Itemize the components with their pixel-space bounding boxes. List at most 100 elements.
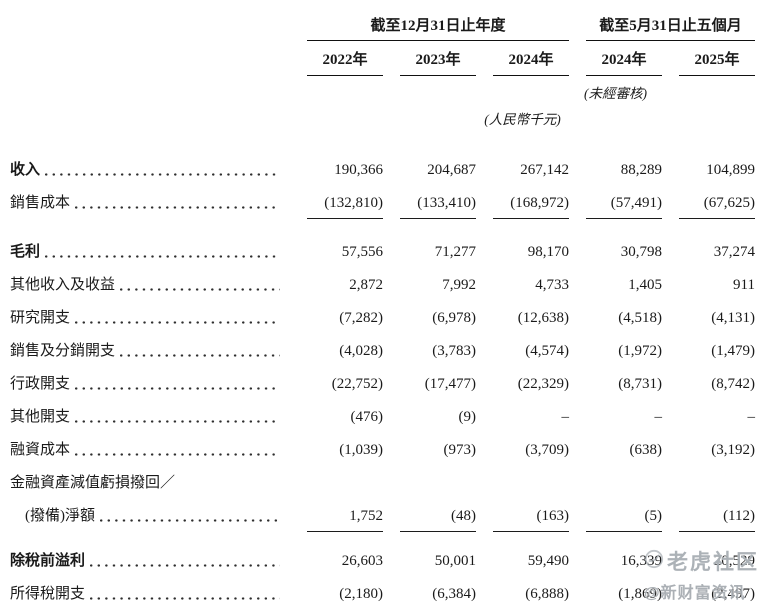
cell-value: (22,329) xyxy=(517,376,569,392)
dot-leader xyxy=(90,597,280,600)
table-row: 金融資產減值虧損撥回／ xyxy=(10,467,755,500)
cell-value: (57,491) xyxy=(569,193,662,219)
header-years-row: 2022年 2023年 2024年 2024年 2025年 xyxy=(10,48,755,76)
row-label: 其他開支 xyxy=(10,407,290,427)
cell-value: (6,978) xyxy=(432,310,476,326)
dot-leader xyxy=(90,564,280,567)
table-row: 研究開支 (7,282) (6,978) (12,638) (4,518) (4,131) xyxy=(10,302,755,335)
cell-value: 37,274 xyxy=(713,244,755,260)
row-label-text: 金融資產減值虧損撥回／ xyxy=(10,475,176,491)
cell-value: 1,405 xyxy=(628,277,662,293)
col-header-2024: 2024年 xyxy=(476,48,569,76)
row-label-text: 行政開支 xyxy=(10,376,71,392)
cell-value: (7,282) xyxy=(339,310,383,326)
cell-value: 20,529 xyxy=(713,553,755,569)
cell-value: (2,180) xyxy=(290,584,383,608)
cell-value: (22,752) xyxy=(331,376,383,392)
cell-value: 16,339 xyxy=(620,553,662,569)
row-label: 其他收入及收益 xyxy=(10,275,290,295)
currency-unit-note: (人民幣千元) xyxy=(484,112,561,127)
cell-value: (3,783) xyxy=(432,343,476,359)
cell-value: 88,289 xyxy=(620,162,662,178)
table-body: 收入 190,366 204,687 267,142 88,289 104,899 銷售成本… xyxy=(10,154,755,608)
cell-value: (9) xyxy=(458,409,477,425)
cell-value: (973) xyxy=(443,442,477,458)
cell-value: (132,810) xyxy=(290,193,383,219)
cell-value: 911 xyxy=(733,277,755,293)
row-label: 金融資產減值虧損撥回／ xyxy=(10,473,290,493)
cell-value: (476) xyxy=(350,409,384,425)
table-row: 毛利 57,556 71,277 98,170 30,798 37,274 xyxy=(10,236,755,269)
row-label-text: 其他開支 xyxy=(10,409,71,425)
cell-value: – xyxy=(561,409,570,425)
col-header-2023: 2023年 xyxy=(383,48,476,76)
dot-leader xyxy=(100,519,280,522)
row-label: 銷售及分銷開支 xyxy=(10,341,290,361)
cell-value: (6,888) xyxy=(476,584,569,608)
col-header-2025-5m: 2025年 xyxy=(662,48,755,76)
cell-value: 57,556 xyxy=(341,244,383,260)
cell-value: – xyxy=(654,409,663,425)
note-unaudited-row: (未經審核) xyxy=(10,82,755,102)
row-label: 毛利 xyxy=(10,242,290,262)
table-row: 行政開支 (22,752) (17,477) (22,329) (8,731) (8,74… xyxy=(10,368,755,401)
table-row: (撥備)淨額 1,752 (48) (163) (5) (112) xyxy=(10,500,755,539)
cell-value: (8,731) xyxy=(618,376,662,392)
cell-value: (133,410) xyxy=(383,193,476,219)
row-label-text: 銷售及分銷開支 xyxy=(10,343,116,359)
table-row: 所得稅開支 (2,180) (6,384) (6,888) (1,869) (2,497) xyxy=(10,578,755,608)
cell-value: 204,687 xyxy=(427,162,476,178)
row-label: 融資成本 xyxy=(10,440,290,460)
table-row: 銷售成本 (132,810) (133,410) (168,972) (57,491)(… xyxy=(10,187,755,226)
col-header-2024-5m: 2024年 xyxy=(569,48,662,76)
cell-value: 71,277 xyxy=(434,244,476,260)
cell-value: (1,479) xyxy=(711,343,755,359)
cell-value: (4,574) xyxy=(525,343,569,359)
table-row: 收入 190,366 204,687 267,142 88,289 104,899 xyxy=(10,154,755,187)
cell-value: (1,039) xyxy=(339,442,383,458)
cell-value: (1,972) xyxy=(618,343,662,359)
col-header-2022: 2022年 xyxy=(290,48,383,76)
table-row: 銷售及分銷開支 (4,028) (3,783) (4,574) (1,972) (1,47… xyxy=(10,335,755,368)
row-label: 銷售成本 xyxy=(10,193,290,213)
cell-value: 7,992 xyxy=(442,277,476,293)
row-label-text: 所得稅開支 xyxy=(10,586,86,602)
cell-value: (2,497) xyxy=(662,584,755,608)
cell-value: – xyxy=(747,409,756,425)
row-label: 行政開支 xyxy=(10,374,290,394)
cell-value: (4,131) xyxy=(711,310,755,326)
row-label: 研究開支 xyxy=(10,308,290,328)
dot-leader xyxy=(120,288,280,291)
cell-value: (3,192) xyxy=(711,442,755,458)
cell-value: 190,366 xyxy=(334,162,383,178)
row-label-text: 除稅前溢利 xyxy=(10,553,86,569)
table-row: 其他開支 (476) (9) – – – xyxy=(10,401,755,434)
header-group-row: 截至12月31日止年度 截至5月31日止五個月 xyxy=(10,14,755,41)
col-group-annual: 截至12月31日止年度 xyxy=(307,14,569,41)
cell-value: 26,603 xyxy=(341,553,383,569)
cell-value: (48) xyxy=(383,506,476,532)
dot-leader xyxy=(75,321,280,324)
row-label: (撥備)淨額 xyxy=(10,506,290,526)
cell-value: (4,518) xyxy=(618,310,662,326)
cell-value: 267,142 xyxy=(520,162,569,178)
row-label-text: 其他收入及收益 xyxy=(10,277,116,293)
cell-value: 2,872 xyxy=(349,277,383,293)
cell-value: 50,001 xyxy=(434,553,476,569)
dot-leader xyxy=(45,255,280,258)
cell-value: (8,742) xyxy=(711,376,755,392)
cell-value: (17,477) xyxy=(424,376,476,392)
col-group-five-months: 截至5月31日止五個月 xyxy=(586,14,755,41)
cell-value: (163) xyxy=(476,506,569,532)
row-label-text: 收入 xyxy=(10,162,41,178)
row-label: 收入 xyxy=(10,160,290,180)
cell-value: (638) xyxy=(629,442,663,458)
cell-value: (12,638) xyxy=(517,310,569,326)
dot-leader xyxy=(45,173,280,176)
cell-value: (3,709) xyxy=(525,442,569,458)
cell-value: 4,733 xyxy=(535,277,569,293)
cell-value: (5) xyxy=(569,506,662,532)
cell-value: (168,972) xyxy=(476,193,569,219)
cell-value: 98,170 xyxy=(527,244,569,260)
table-row: 融資成本 (1,039) (973) (3,709) (638) (3,192) xyxy=(10,434,755,467)
